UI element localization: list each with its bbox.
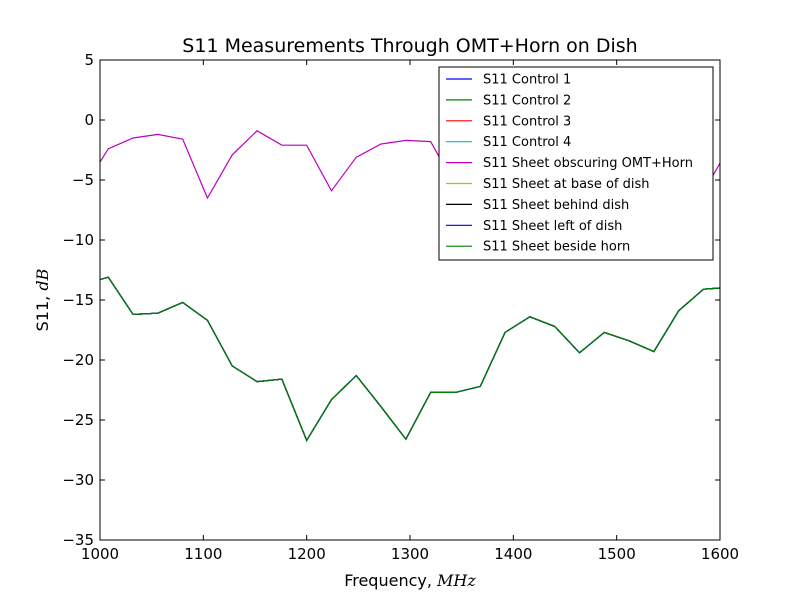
legend-entry-label: S11 Sheet at base of dish <box>483 177 650 192</box>
y-tick-label: −5 <box>72 171 94 189</box>
legend-entry-label: S11 Sheet beside horn <box>483 240 630 255</box>
axis-ticks: 1000 1100 1200 1300 1400 1500 1600 5 0 −5 −10 −15 −2… <box>62 51 739 563</box>
legend-entry-label: S11 Sheet obscuring OMT+Horn <box>483 156 693 171</box>
legend-entry-label: S11 Control 2 <box>483 93 571 108</box>
series-line-7 <box>100 276 720 442</box>
x-tick-label: 1500 <box>598 545 636 563</box>
legend-entry-label: S11 Control 3 <box>483 114 571 129</box>
y-tick-label: 0 <box>84 111 94 129</box>
y-tick-label: −15 <box>62 291 94 309</box>
x-tick-label: 1100 <box>184 545 222 563</box>
y-axis-unit: dB <box>33 268 52 290</box>
legend-entry-label: S11 Sheet left of dish <box>483 219 622 234</box>
chart-title: S11 Measurements Through OMT+Horn on Dis… <box>182 35 637 57</box>
series-line-1 <box>100 276 720 442</box>
x-axis-unit: MHz <box>436 571 476 590</box>
x-tick-label: 1600 <box>701 545 739 563</box>
legend-entry-label: S11 Control 1 <box>483 73 571 88</box>
x-tick-label: 1000 <box>81 545 119 563</box>
legend-entry-label: S11 Sheet behind dish <box>483 198 629 213</box>
y-tick-label: −30 <box>62 471 94 489</box>
series-line-3 <box>100 276 720 442</box>
y-tick-label: 5 <box>84 51 94 69</box>
x-axis-label: Frequency, MHz <box>344 571 476 590</box>
y-tick-label: −10 <box>62 231 94 249</box>
y-axis-label-text: S11, <box>33 296 52 332</box>
series-line-8 <box>100 276 720 442</box>
x-tick-label: 1200 <box>288 545 326 563</box>
series-line-2 <box>100 276 720 442</box>
series-line-6 <box>100 276 720 442</box>
y-tick-label: −35 <box>62 531 94 549</box>
series-line-9 <box>100 276 720 442</box>
legend-entry-label: S11 Control 4 <box>483 135 571 150</box>
series-line-4 <box>100 276 720 442</box>
series-layer <box>100 130 720 442</box>
y-tick-label: −20 <box>62 351 94 369</box>
legend-box <box>438 66 714 261</box>
y-axis-label: S11, dB <box>33 268 52 331</box>
x-axis-label-text: Frequency, <box>344 571 432 590</box>
x-tick-label: 1300 <box>391 545 429 563</box>
legend: S11 Control 1 S11 Control 2 S11 Control 3 S… <box>438 66 714 261</box>
y-tick-label: −25 <box>62 411 94 429</box>
x-tick-label: 1400 <box>494 545 532 563</box>
